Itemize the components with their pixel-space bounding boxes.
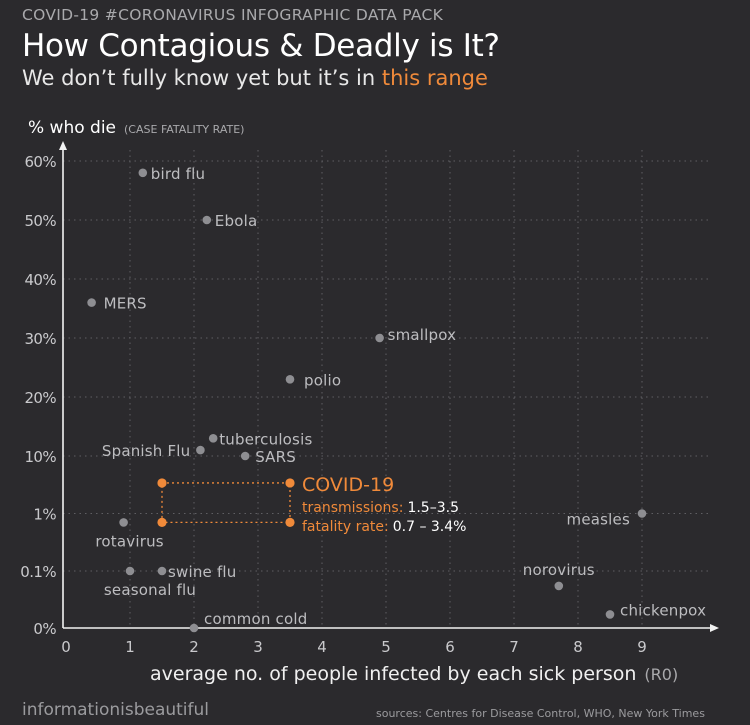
y-axis-title-main: % who die [28, 118, 116, 138]
x-tick-label: 5 [381, 638, 391, 656]
data-point-label: tuberculosis [219, 430, 312, 448]
axis-titles: % who die (CASE FATALITY RATE) average no.… [28, 118, 678, 685]
covid-transmissions: transmissions: 1.5–3.5 [302, 500, 459, 516]
data-point-label: MERS [104, 295, 147, 313]
data-point [202, 215, 212, 225]
data-point-label: bird flu [151, 165, 205, 183]
data-point-label: common cold [204, 610, 307, 628]
data-point-label: norovirus [523, 561, 595, 579]
data-point [637, 509, 647, 518]
data-point [125, 566, 135, 576]
grid-layer [63, 150, 712, 628]
x-axis-arrow [710, 624, 719, 632]
points-layer: bird flu Ebola MERS smallpox polio tuberculos… [87, 165, 706, 633]
x-tick-label: 1 [125, 638, 135, 656]
header: COVID-19 #CORONAVIRUS INFOGRAPHIC DATA P… [22, 6, 740, 90]
data-point [157, 566, 167, 576]
axes-layer [59, 141, 719, 632]
x-tick-label: 8 [573, 638, 583, 656]
data-point-label: polio [304, 371, 341, 389]
x-tick-label: 9 [637, 638, 647, 656]
data-point [240, 451, 250, 461]
y-tick-label: 1% [33, 506, 56, 524]
subtitle: We don’t fully know yet but it’s in this… [22, 66, 740, 90]
x-axis-title-note: (R0) [644, 665, 678, 684]
x-tick-label: 6 [445, 638, 455, 656]
covid-corner-point [285, 478, 295, 488]
data-point [605, 610, 615, 619]
y-tick-label: 10% [24, 448, 56, 466]
data-point [375, 333, 384, 343]
y-axis-title-note: (CASE FATALITY RATE) [124, 123, 244, 136]
y-tick-label: 0.1% [20, 563, 56, 581]
covid-corner-point [157, 478, 167, 488]
covid-fatality-label: fatality rate: [302, 519, 389, 535]
y-tick-label: 50% [24, 212, 56, 230]
sources-note: sources: Centres for Disease Control, WH… [376, 707, 705, 720]
data-point [138, 168, 148, 178]
data-point-label: Ebola [215, 212, 258, 230]
credit-logo: informationisbeautiful [22, 700, 210, 720]
y-tick-label: 20% [24, 389, 56, 407]
covid-transmissions-label: transmissions: [302, 500, 403, 516]
covid-fatality: fatality rate: 0.7 – 3.4% [302, 519, 466, 535]
covid-range-box [161, 482, 291, 524]
data-point-label: measles [567, 511, 630, 529]
data-point-label: seasonal flu [104, 581, 196, 599]
x-tick-label: 7 [509, 638, 519, 656]
x-axis-title-main: average no. of people infected by each s… [150, 663, 636, 685]
y-tick-label: 40% [24, 271, 56, 289]
x-tick-label: 0 [61, 638, 71, 656]
y-tick-label: 60% [24, 153, 56, 171]
data-point [285, 375, 295, 384]
data-point-label: swine flu [168, 563, 237, 581]
data-point-label: smallpox [388, 326, 457, 344]
data-point [208, 434, 218, 443]
kicker: COVID-19 #CORONAVIRUS INFOGRAPHIC DATA P… [22, 6, 444, 24]
x-tick-label: 4 [317, 638, 327, 656]
y-tick-label: 0% [33, 620, 56, 638]
data-point [196, 445, 205, 455]
covid-transmissions-value: 1.5–3.5 [407, 500, 459, 516]
y-axis-title: % who die (CASE FATALITY RATE) [28, 118, 244, 138]
page-title: How Contagious & Deadly is It? [22, 28, 500, 64]
ticks-layer: 0% 0.1% 1% 10% 20% 30% 40% 50% 60% 0 1 2 3 4 5 6 7 8 9 [20, 153, 646, 656]
covid-label: COVID-19 [302, 474, 394, 496]
x-axis-title: average no. of people infected by each s… [150, 663, 678, 685]
covid-fatality-value: 0.7 – 3.4% [393, 519, 467, 535]
x-tick-label: 3 [253, 638, 263, 656]
data-point-label: chickenpox [620, 601, 706, 619]
highlight-layer: COVID-19 transmissions: 1.5–3.5 fatality ra… [157, 474, 466, 535]
y-tick-label: 30% [24, 330, 56, 348]
data-point-label: Spanish Flu [102, 442, 191, 460]
data-point-label: SARS [255, 448, 296, 466]
covid-corner-point [285, 517, 295, 528]
subtitle-prefix: We don’t fully know yet but it’s in [22, 66, 382, 90]
data-point [87, 298, 96, 307]
x-tick-label: 2 [189, 638, 199, 656]
data-point [554, 581, 564, 591]
data-point-label: rotavirus [95, 532, 163, 550]
subtitle-highlight: this range [381, 66, 488, 90]
data-point [119, 518, 128, 527]
covid-corner-point [157, 517, 167, 528]
data-point [189, 623, 199, 633]
y-axis-arrow [59, 141, 67, 150]
